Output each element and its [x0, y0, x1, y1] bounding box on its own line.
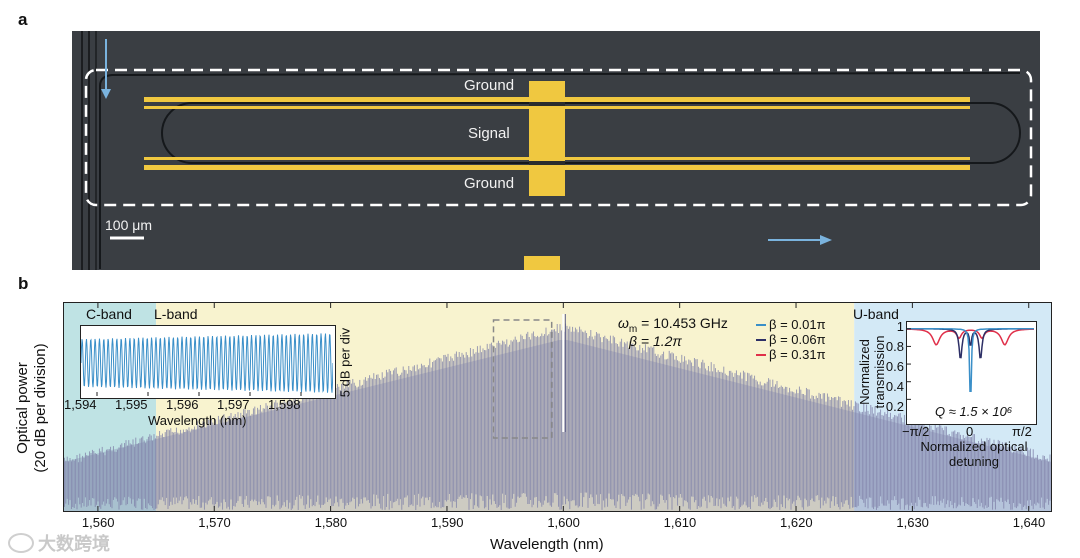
x-tick-label: 1,620	[780, 515, 813, 530]
legend-item-3: β = 0.31π	[756, 347, 826, 362]
inset-left-tick: 1,594	[64, 397, 97, 412]
x-tick-label: 1,560	[81, 515, 115, 530]
arrow-out-head	[820, 235, 832, 245]
legend-swatch-2	[756, 338, 766, 341]
pad-gap	[529, 161, 565, 165]
watermark: 大数跨境	[8, 530, 110, 556]
inset-right-ytick: 0.4	[885, 379, 904, 394]
inset-left-tick: 1,597	[217, 397, 250, 412]
left-inset	[80, 325, 336, 399]
inset-right-trace	[907, 328, 1034, 359]
x-tick-label: 1,640	[1012, 515, 1046, 530]
inset-right-ytick: 1	[896, 319, 904, 334]
right-inset-xticks: −π/2 0 π/2	[902, 424, 1046, 440]
x-tick-label: 1,610	[663, 515, 697, 530]
arrow-in-head	[101, 89, 111, 99]
q-annotation: Q ≈ 1.5 × 10⁶	[935, 404, 1013, 419]
lower-pad	[524, 256, 560, 270]
legend-swatch-3	[756, 353, 766, 356]
inset-right-xtick: π/2	[1012, 424, 1032, 439]
pad-gap	[529, 102, 565, 106]
label-ground-top: Ground	[464, 77, 515, 94]
inset-right-xlabel: Normalized optical detuning	[920, 439, 1028, 469]
omega-annotation: ωm = 10.453 GHz	[618, 315, 728, 335]
zoom-box	[492, 319, 553, 439]
inset-left-tick: 1,596	[166, 397, 199, 412]
legend-text-3: β = 0.31π	[769, 347, 826, 362]
legend-text-2: β = 0.06π	[769, 332, 826, 347]
label-ground-bottom: Ground	[464, 175, 515, 192]
inset-right-ytick: 0.6	[885, 359, 904, 374]
legend: β = 0.01π β = 0.06π β = 0.31π	[756, 317, 826, 362]
watermark-logo-icon	[8, 533, 34, 553]
inset-left-series	[80, 333, 334, 393]
y-axis-label-line1: Optical power	[14, 362, 31, 454]
bus-waveguide	[99, 72, 1021, 269]
inset-left-tick: 1,595	[115, 397, 148, 412]
inset-right-trace	[907, 328, 1034, 393]
legend-item-1: β = 0.01π	[756, 317, 826, 332]
right-inset-yticks: 1 0.8 0.6 0.4 0.2	[885, 319, 904, 425]
inset-right-ytick: 0.2	[885, 399, 904, 414]
microscope-image: Ground Signal Ground 100 μm	[72, 31, 1040, 270]
right-inset: Q ≈ 1.5 × 10⁶	[906, 321, 1037, 425]
l-band-label: L-band	[154, 306, 198, 322]
inset-right-trace	[907, 328, 1034, 346]
x-ticks: 1,560 1,570 1,580 1,590 1,600 1,610 1,62…	[63, 515, 1080, 533]
legend-item-2: β = 0.06π	[756, 332, 826, 347]
x-tick-label: 1,570	[198, 515, 231, 530]
racetrack-waveguide	[161, 102, 1021, 164]
signal-pad	[529, 81, 565, 196]
inset-left-tick: 1,598	[268, 397, 301, 412]
inset-left-trace	[80, 333, 334, 393]
y-axis-label-line2: (20 dB per division)	[32, 343, 49, 473]
inset-left-svg	[80, 333, 334, 396]
omega-value: = 10.453 GHz	[637, 315, 728, 331]
panel-b-letter: b	[18, 274, 29, 293]
comb-envelope	[64, 340, 1051, 511]
inset-left-xlabel: Wavelength (nm)	[148, 413, 247, 428]
x-axis-label: Wavelength (nm)	[490, 536, 604, 553]
comb-lines	[64, 323, 1051, 510]
spectrum-plot: C-band L-band U-band ωm = 10.453 GHz β =…	[63, 302, 1052, 512]
device-drawing	[81, 31, 1033, 270]
scale-bar-label: 100 μm	[105, 217, 152, 233]
inset-left-ylabel-text: 5 dB per div	[337, 327, 353, 398]
c-band-label: C-band	[86, 306, 132, 322]
legend-swatch-1	[756, 323, 766, 326]
label-signal: Signal	[468, 125, 510, 142]
x-tick-label: 1,590	[430, 515, 464, 530]
legend-text-1: β = 0.01π	[769, 317, 826, 332]
x-tick-label: 1,600	[547, 515, 580, 530]
omega-subscript: m	[628, 323, 638, 335]
panel-a-letter: a	[18, 10, 28, 29]
omega-symbol: ω	[618, 315, 629, 331]
inset-right-xtick: −π/2	[902, 424, 930, 439]
u-band-label: U-band	[853, 306, 899, 322]
left-inset-ticks: 1,594 1,595 1,596 1,597 1,598	[64, 397, 364, 413]
beta-annotation: β = 1.2π	[629, 333, 682, 349]
x-tick-label: 1,630	[896, 515, 929, 530]
inset-right-svg	[907, 328, 1034, 400]
inset-right-ylabel-text: Normalized transmission	[857, 335, 887, 409]
x-tick-label: 1,580	[314, 515, 348, 530]
watermark-text: 大数跨境	[38, 534, 110, 554]
inset-right-ytick: 0.8	[885, 339, 904, 354]
inset-right-xtick: 0	[966, 424, 974, 439]
dashed-outline	[84, 68, 1033, 207]
